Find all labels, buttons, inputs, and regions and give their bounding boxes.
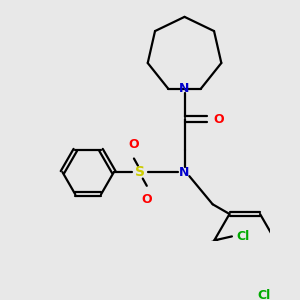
Text: N: N <box>179 166 190 179</box>
Text: O: O <box>142 193 152 206</box>
Text: O: O <box>213 112 224 126</box>
Text: S: S <box>135 165 146 179</box>
Text: Cl: Cl <box>257 289 271 300</box>
Text: O: O <box>129 138 139 151</box>
Text: N: N <box>179 82 190 95</box>
Text: Cl: Cl <box>236 230 250 243</box>
